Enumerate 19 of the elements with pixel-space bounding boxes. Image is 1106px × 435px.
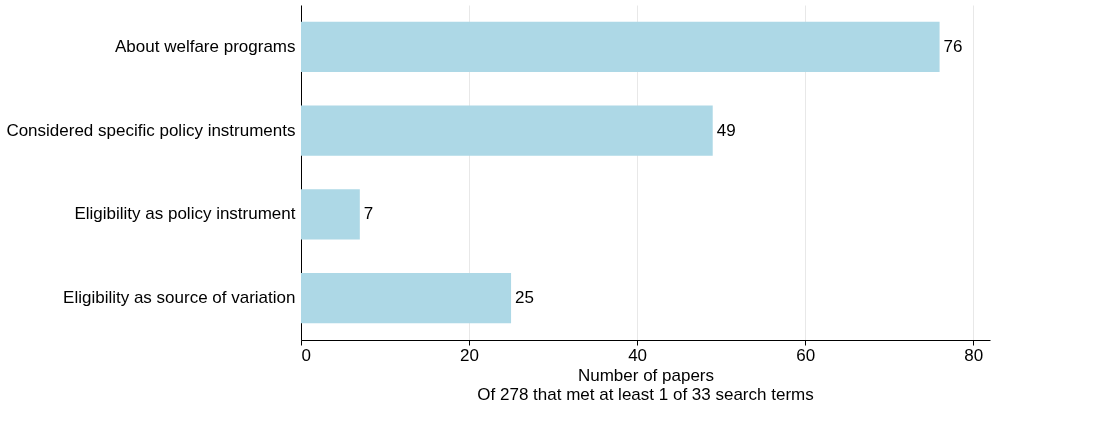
y-tick-label: About welfare programs [115,36,296,56]
x-tick-label: 20 [460,345,480,365]
data-label: 7 [363,204,374,224]
x-axis-title: Number of papers [577,365,715,385]
bar [301,273,512,324]
data-label: 25 [515,288,534,308]
x-tick-label: 40 [628,345,648,365]
bar [301,105,713,156]
x-tick-label: 60 [796,345,816,365]
y-tick-label: Eligibility as source of variation [63,288,296,308]
data-label: 76 [943,36,963,56]
bar [301,21,940,72]
data-label: 49 [716,120,736,140]
text: Of 278 that met at least 1 of 33 search terms [477,385,814,404]
y-tick-label: Considered specific policy instruments [6,120,296,140]
x-tick-label: 0 [301,345,311,365]
y-tick-label: Eligibility as policy instrument [74,204,296,224]
x-tick-label: 80 [964,345,984,365]
bar [301,189,360,240]
